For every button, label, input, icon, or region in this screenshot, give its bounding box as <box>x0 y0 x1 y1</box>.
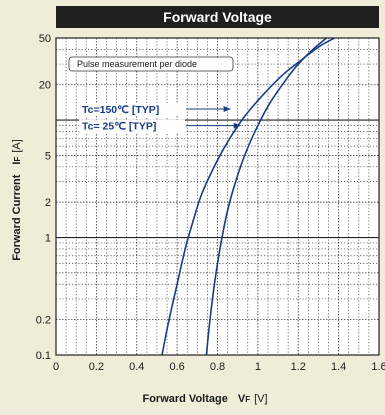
y-axis-label-text: Forward Current <box>11 174 23 261</box>
grid-major <box>56 38 379 355</box>
y-axis-label: Forward Current IF [A] <box>11 139 23 261</box>
plot-frame <box>55 37 380 356</box>
series-label-tc25: Tc= 25℃ [TYP] <box>82 121 156 133</box>
y-tick-label: 1 <box>45 233 51 245</box>
y-axis-symbol: I <box>11 162 23 165</box>
x-tick-labels: 0 0.2 0.4 0.6 0.8 1 1.2 1.4 1.6 <box>53 361 385 373</box>
y-tick-label: 20 <box>39 80 51 92</box>
curves <box>161 38 335 355</box>
plot-background <box>56 38 379 355</box>
y-tick-label: 2 <box>45 197 51 209</box>
measurement-note-box <box>68 56 234 72</box>
y-tick-label: 50 <box>39 33 51 45</box>
x-axis-symbol-sub: F <box>245 395 250 404</box>
series-label-bg <box>79 102 185 116</box>
y-tick-labels: 0.1 0.2 1 2 5 20 50 <box>36 33 51 362</box>
series-label-tc150: Tc=150℃ [TYP] <box>82 104 159 116</box>
x-axis-label: Forward Voltage VF [V] <box>142 393 267 405</box>
x-tick-label: 0.6 <box>169 361 184 373</box>
x-tick-label: 0.2 <box>89 361 104 373</box>
series-line-tc25 <box>205 38 328 355</box>
y-axis-symbol-sub: F <box>13 157 22 162</box>
y-tick-label: 5 <box>45 150 51 162</box>
series-label-arrowhead <box>223 105 231 112</box>
x-tick-label: 0 <box>53 361 59 373</box>
y-axis-unit: [A] <box>11 139 23 152</box>
x-tick-label: 0.8 <box>210 361 225 373</box>
x-axis-unit: [V] <box>254 393 267 405</box>
series-label-arrowhead <box>233 122 241 129</box>
x-tick-label: 1.4 <box>331 361 346 373</box>
x-tick-label: 1 <box>255 361 261 373</box>
x-axis-symbol: V <box>238 393 246 405</box>
y-tick-label: 0.2 <box>36 315 51 327</box>
x-axis-label-text: Forward Voltage <box>142 393 227 405</box>
series-label-bg <box>79 119 185 133</box>
chart-title: Forward Voltage <box>56 6 379 28</box>
x-tick-label: 1.6 <box>371 361 385 373</box>
x-tick-label: 1.2 <box>291 361 306 373</box>
grid-minor <box>56 38 379 355</box>
x-tick-label: 0.4 <box>129 361 144 373</box>
annotations: Pulse measurement per diode Tc=150℃ [TYP]… <box>68 56 241 133</box>
y-tick-label: 0.1 <box>36 350 51 362</box>
measurement-note: Pulse measurement per diode <box>77 59 197 69</box>
